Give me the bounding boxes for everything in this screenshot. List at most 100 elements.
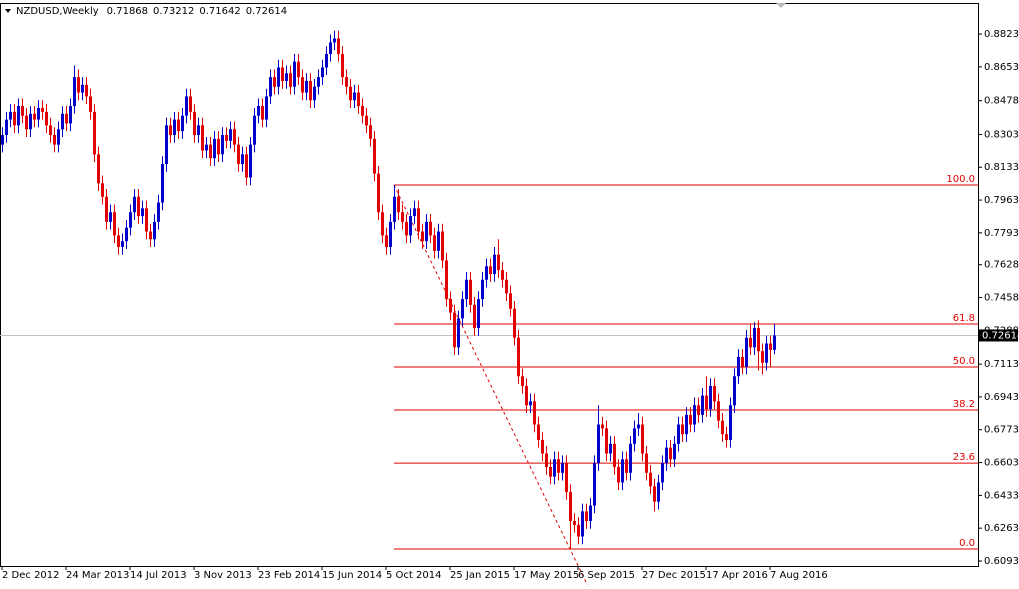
candle-body [309,80,312,101]
candle-body [57,129,60,145]
candle-body [641,424,644,454]
candle-body [157,202,160,222]
candle-body [613,443,616,467]
low-label: 0.71642 [199,6,240,17]
candle-body [661,463,664,483]
candle-body [605,428,608,454]
candle-body [713,385,716,402]
candle-body [301,77,304,93]
candle-body [305,80,308,93]
candle-body [501,270,504,280]
candle-body [73,77,76,107]
candle-body [53,135,56,145]
candle-body [545,453,548,467]
close-label: 0.72614 [246,6,287,17]
candle-body [1,135,4,145]
candle-body [81,84,84,93]
candle-body [721,420,724,435]
candle-body [121,241,124,247]
candle-body [701,395,704,415]
candle-body [229,129,232,141]
candle-body [717,401,720,421]
candle-body [149,231,152,240]
candle-body [693,405,696,425]
candle-body [425,221,428,242]
candle-body [637,424,640,429]
candle-body [61,113,64,130]
candle-body [341,53,344,78]
candle-body [369,125,372,139]
x-tick-label: 17 May 2015 [514,570,579,581]
candle-body [169,125,172,136]
candle-body [505,279,508,294]
candle-body [657,482,660,502]
open-label: 0.71868 [107,6,148,17]
candle-body [469,279,472,305]
candle-body [521,376,524,386]
candle-body [589,505,592,522]
candle-body [573,521,576,525]
candle-body [277,67,280,87]
candle-body [557,459,560,473]
candle-body [381,212,384,236]
candle-body [133,196,136,213]
candle-body [597,424,600,464]
x-tick-label: 23 Feb 2014 [258,570,320,581]
candle-body [617,466,620,483]
candle-body [41,107,44,112]
x-tick-label: 24 Mar 2013 [66,570,129,581]
candle-body [21,106,24,116]
candle-body [37,107,40,120]
fib-label: 50.0 [953,356,975,367]
candle-body [237,144,240,164]
price-box-label: 0.72614 [982,330,1019,341]
candle-body [581,511,584,537]
candle-body [681,424,684,435]
candle-body [417,208,420,232]
menu-arrow[interactable] [5,9,11,13]
x-tick-label: 7 Aug 2016 [770,570,828,581]
candle-body [337,38,340,54]
candle-body [449,299,452,313]
candle-body [601,424,604,429]
x-tick-label: 2 Dec 2012 [2,570,60,581]
candle-body [333,38,336,43]
candle-body [173,119,176,136]
candle-body [513,308,516,338]
candle-body [645,453,648,473]
candle-body [269,77,272,97]
x-tick-label: 6 Sep 2015 [578,570,635,581]
candle-body [745,337,748,367]
candle-body [437,231,440,251]
candle-body [773,335,776,350]
candle-body [665,447,668,464]
candle-body [189,96,192,112]
candle-body [293,61,296,87]
candle-body [393,196,396,222]
fib-trend [393,184,590,589]
candle-body [197,125,200,136]
candle-body [325,53,328,68]
candle-body [529,401,532,406]
candle-body [161,163,164,203]
candle-body [457,318,460,348]
candle-body [361,106,364,116]
candle-body [765,343,768,363]
candle-body [345,77,348,87]
plot-frame [0,3,979,567]
candle-body [561,463,564,473]
candle-body [549,466,552,477]
candle-body [489,266,492,274]
candle-body [609,443,612,454]
candle-body [165,125,168,164]
fib-label: 100.0 [946,174,975,185]
